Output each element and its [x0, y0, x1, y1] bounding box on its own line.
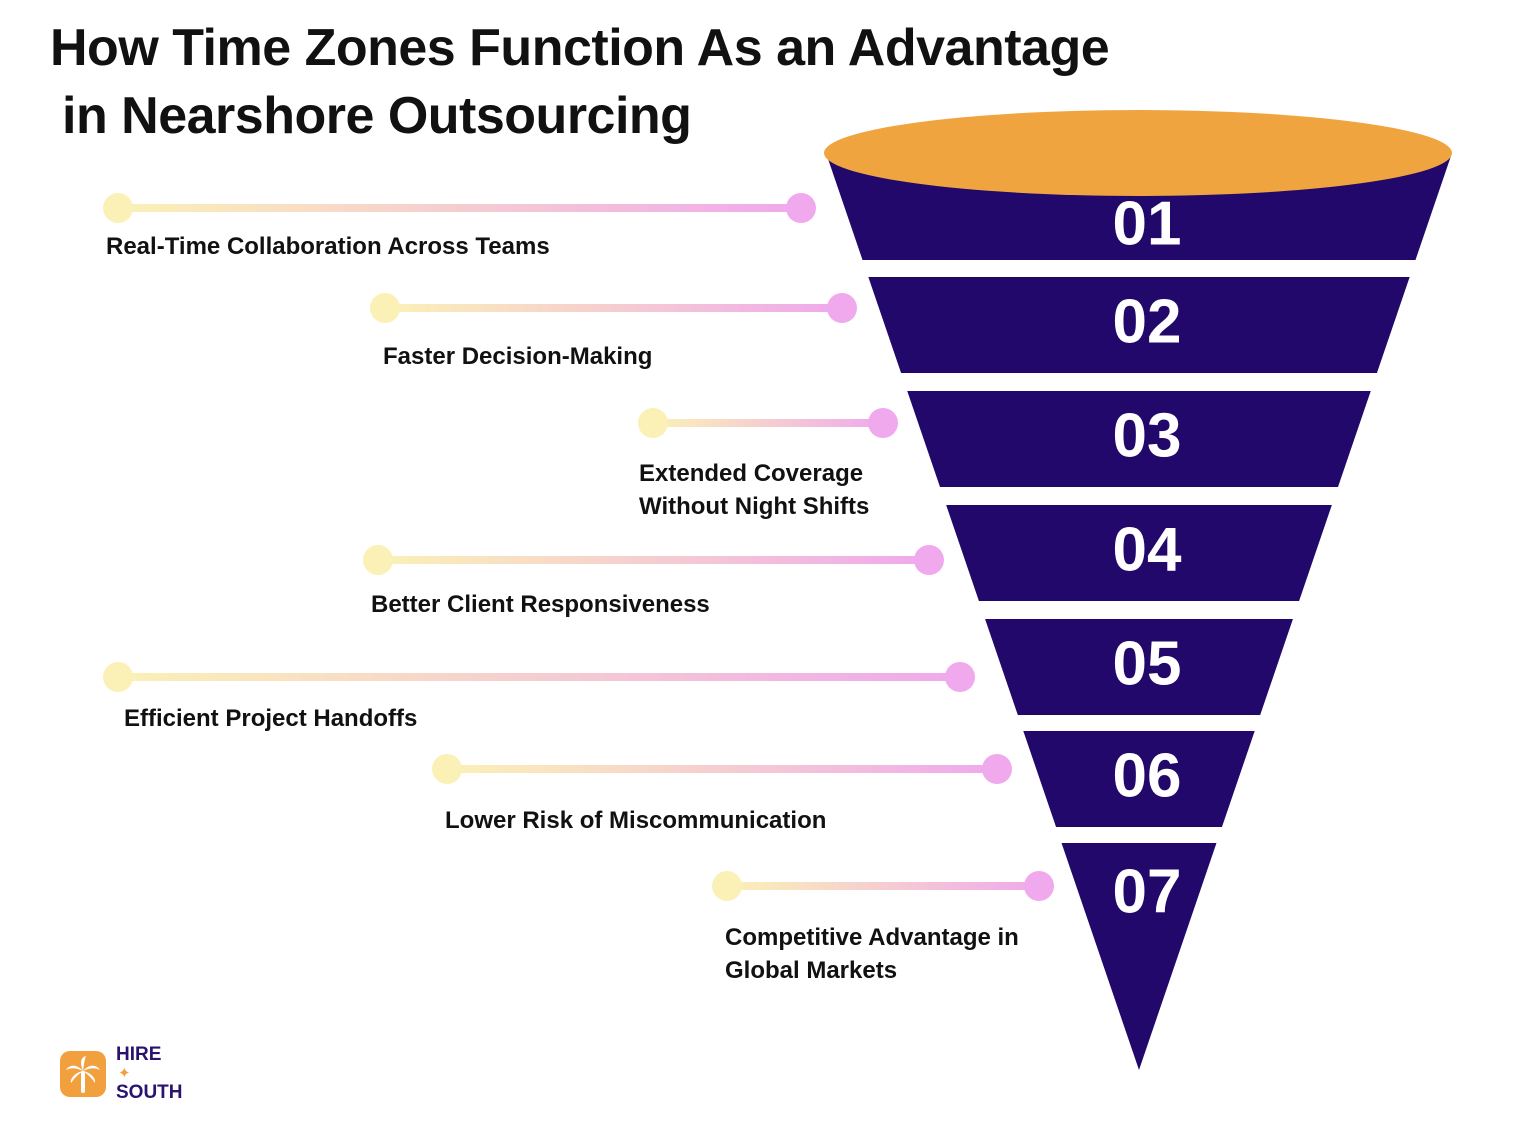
step-label-03: Extended Coverage Without Night Shifts: [639, 460, 870, 520]
sparkle-icon: ✦: [118, 1065, 131, 1082]
connector-04: [363, 545, 944, 575]
funnel-band-05: [985, 619, 1293, 715]
connector-07: [712, 871, 1054, 901]
connector-03: [638, 408, 898, 438]
connector-01: [103, 193, 816, 223]
connector-02: [370, 293, 857, 323]
step-label-01: Real-Time Collaboration Across Teams: [106, 233, 550, 260]
connector-dot-start: [638, 408, 668, 438]
step-number-05: 05: [1113, 629, 1182, 698]
connector-dot-end: [982, 754, 1012, 784]
funnel-band-02: [868, 277, 1410, 373]
step-number-04: 04: [1113, 515, 1182, 584]
funnel-band-04: [946, 505, 1332, 601]
connector-dot-start: [432, 754, 462, 784]
title-line-2: in Nearshore Outsourcing: [62, 87, 692, 145]
step-label-05: Efficient Project Handoffs: [124, 705, 418, 732]
step-number-02: 02: [1113, 287, 1182, 356]
step-label-06: Lower Risk of Miscommunication: [445, 807, 827, 834]
connector-dot-start: [103, 662, 133, 692]
step-label-02: Faster Decision-Making: [383, 343, 653, 370]
hire-south-logo: HIRE ✦ SOUTH: [60, 1045, 183, 1102]
title-line-1: How Time Zones Function As an Advantage: [50, 19, 1110, 77]
connector-dot-end: [914, 545, 944, 575]
logo-text-hire: HIRE: [116, 1044, 162, 1065]
connector-dot-start: [370, 293, 400, 323]
connector-06: [432, 754, 1012, 784]
step-label-04: Better Client Responsiveness: [371, 591, 710, 618]
connector-dot-end: [945, 662, 975, 692]
step-number-01: 01: [1113, 189, 1182, 258]
connector-05: [103, 662, 975, 692]
connector-dot-start: [103, 193, 133, 223]
funnel-band-03: [907, 391, 1371, 487]
step-number-03: 03: [1113, 401, 1182, 470]
funnel-band-06: [1023, 731, 1255, 827]
palm-tree-icon: [60, 1050, 106, 1097]
step-number-07: 07: [1113, 857, 1182, 926]
connector-dot-start: [712, 871, 742, 901]
connector-dot-start: [363, 545, 393, 575]
step-label-07: Competitive Advantage in Global Markets: [725, 924, 1019, 984]
connector-dot-end: [827, 293, 857, 323]
connector-dot-end: [868, 408, 898, 438]
funnel-band-07: [1061, 843, 1217, 1070]
logo-text-south: SOUTH: [116, 1082, 183, 1103]
page-title: How Time Zones Function As an Advantage …: [50, 14, 1110, 150]
connector-dot-end: [1024, 871, 1054, 901]
funnel-top-ellipse: [824, 110, 1452, 196]
connector-dot-end: [786, 193, 816, 223]
step-number-06: 06: [1113, 741, 1182, 810]
